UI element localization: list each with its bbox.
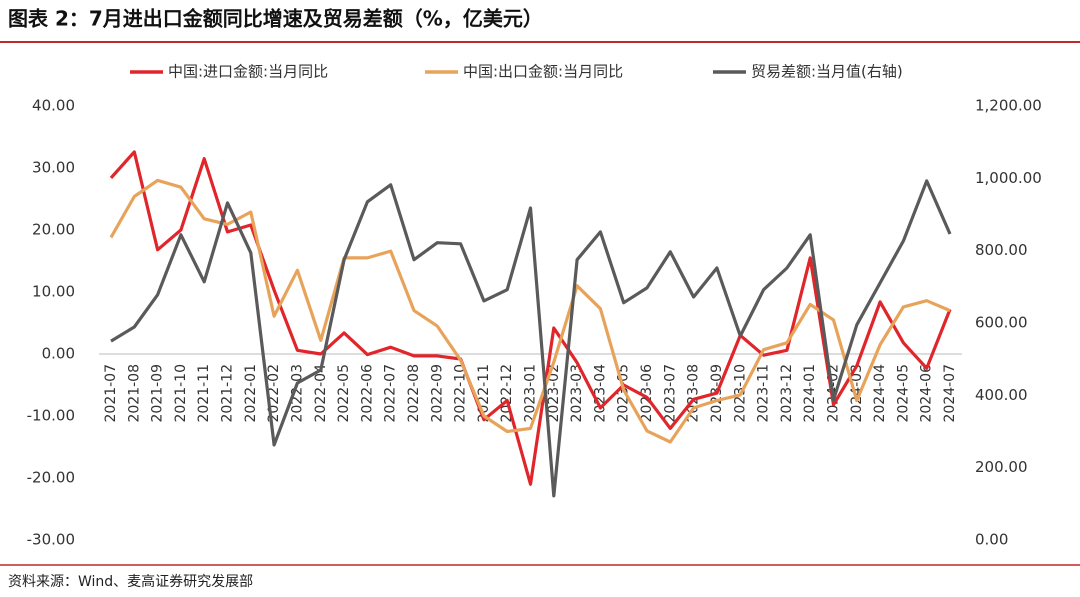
x-tick-label: 2022-10 xyxy=(453,364,469,423)
x-tick-label: 2022-09 xyxy=(429,364,445,423)
series-line xyxy=(109,178,951,444)
x-tick-label: 2022-05 xyxy=(336,364,352,423)
y2-tick-label: 200.00 xyxy=(975,458,1028,476)
y2-tick-label: 1,200.00 xyxy=(975,97,1042,115)
x-tick-label: 2022-08 xyxy=(406,364,422,423)
x-tick-label: 2024-04 xyxy=(872,364,888,423)
x-tick-label: 2021-08 xyxy=(126,364,142,423)
x-tick-label: 2023-07 xyxy=(662,364,678,423)
series-line xyxy=(110,179,952,498)
x-tick-label: 2024-07 xyxy=(942,364,958,423)
x-tick-label: 2023-02 xyxy=(546,364,562,423)
x-tick-label: 2024-05 xyxy=(895,364,911,423)
legend-label: 中国:进口金额:当月同比 xyxy=(168,63,328,81)
y-tick-label: -10.00 xyxy=(27,407,75,425)
legend-label: 贸易差额:当月值(右轴) xyxy=(751,63,903,81)
x-tick-label: 2023-01 xyxy=(523,364,539,423)
y-tick-label: 20.00 xyxy=(32,221,75,239)
y-tick-label: 10.00 xyxy=(32,283,75,301)
y2-tick-label: 800.00 xyxy=(975,241,1028,259)
x-tick-label: 2022-12 xyxy=(499,364,515,423)
series-line xyxy=(109,150,952,486)
x-tick-label: 2023-04 xyxy=(592,364,608,423)
chart-title: 图表 2：7月进出口金额同比增速及贸易差额（%，亿美元） xyxy=(8,7,543,31)
x-tick-label: 2024-01 xyxy=(802,364,818,423)
x-tick-label: 2023-03 xyxy=(569,364,585,423)
x-tick-label: 2024-03 xyxy=(849,364,865,423)
x-tick-label: 2021-10 xyxy=(173,364,189,423)
x-tick-label: 2023-12 xyxy=(779,364,795,423)
y-tick-label: 40.00 xyxy=(32,97,75,115)
legend-label: 中国:出口金额:当月同比 xyxy=(463,63,623,81)
x-tick-label: 2022-07 xyxy=(383,364,399,423)
y2-tick-label: 1,000.00 xyxy=(975,169,1042,187)
y-tick-label: -30.00 xyxy=(27,531,75,549)
x-tick-label: 2022-06 xyxy=(359,364,375,423)
x-tick-label: 2021-11 xyxy=(196,364,212,423)
x-tick-label: 2023-06 xyxy=(639,364,655,423)
y-tick-label: 30.00 xyxy=(32,159,75,177)
x-tick-label: 2021-12 xyxy=(220,364,236,423)
y2-tick-label: 0.00 xyxy=(975,531,1008,549)
x-tick-label: 2023-11 xyxy=(756,364,772,423)
x-tick-label: 2022-03 xyxy=(289,364,305,423)
y2-tick-label: 400.00 xyxy=(975,386,1028,404)
y-tick-label: -20.00 xyxy=(27,469,75,487)
x-tick-label: 2021-09 xyxy=(150,364,166,423)
y2-tick-label: 600.00 xyxy=(975,314,1028,332)
x-tick-label: 2021-07 xyxy=(103,364,119,423)
y-tick-label: 0.00 xyxy=(42,345,75,363)
x-tick-label: 2022-01 xyxy=(243,364,259,423)
x-tick-label: 2022-04 xyxy=(313,364,329,423)
source: 资料来源：Wind、麦高证券研究发展部 xyxy=(8,573,253,590)
x-tick-label: 2024-06 xyxy=(919,364,935,423)
